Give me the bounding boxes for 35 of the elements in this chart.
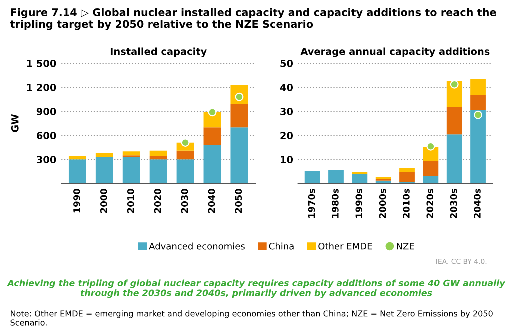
y-tick-label: 10: [281, 156, 294, 164]
text: Note: Other EMDE = emerging market and developing economies other than China; NZE = Net Zero Emissions by 2050 Scenario.: [10, 310, 493, 326]
y-tick-label: 1 200: [27, 84, 56, 92]
y-tick-label: 40: [280, 84, 294, 92]
legend-label: China: [269, 242, 294, 250]
x-tick-label: 2000: [100, 188, 108, 213]
x-tick-label: 1990s: [356, 188, 363, 218]
legend-label: Other EMDE: [318, 242, 372, 250]
y-tick-label: 1 500: [27, 60, 56, 68]
x-tick-label: 2020: [154, 188, 162, 213]
x-tick-label: 1970s: [308, 188, 316, 218]
x-tick-label: 2010s: [403, 188, 410, 218]
text: Achieving the tripling of global nuclear capacity requires capacity additions of some 40 GW annually through the 2030s and 2040s, primarily driven by advanced economies: [7, 280, 506, 298]
chart-title: Installed capacity: [110, 48, 207, 58]
legend-label: Advanced economies: [149, 242, 245, 250]
x-tick-label: 2040s: [474, 188, 481, 218]
legend-label: NZE: [397, 243, 414, 250]
y-tick-label: 600: [37, 132, 56, 140]
x-tick-label: 2020s: [426, 188, 434, 218]
y-tick-label: 50: [280, 60, 294, 68]
x-tick-label: 2000s: [379, 188, 386, 218]
y-tick-label: 300: [37, 156, 56, 164]
y-tick-label: 900: [36, 108, 56, 116]
x-tick-label: 2010: [127, 188, 134, 213]
x-tick-label: 2030s: [450, 188, 458, 218]
x-tick-label: 2040: [208, 188, 216, 213]
x-tick-label: 2030: [181, 188, 188, 213]
x-tick-label: 1980s: [332, 188, 339, 218]
chart-title: Average annual capacity additions: [300, 48, 490, 58]
x-tick-label: 1990: [74, 188, 80, 213]
y-tick-label: 30: [280, 108, 294, 116]
y-tick-label: 20: [280, 132, 294, 140]
y-axis-title: GW: [11, 114, 19, 132]
caption: Figure 7.14 ▷ Global nuclear installed capacity and capacity additions to reach the tripling target by 2050 relative to the NZE Scenario: [10, 8, 496, 30]
x-tick-label: 2050: [235, 188, 242, 213]
